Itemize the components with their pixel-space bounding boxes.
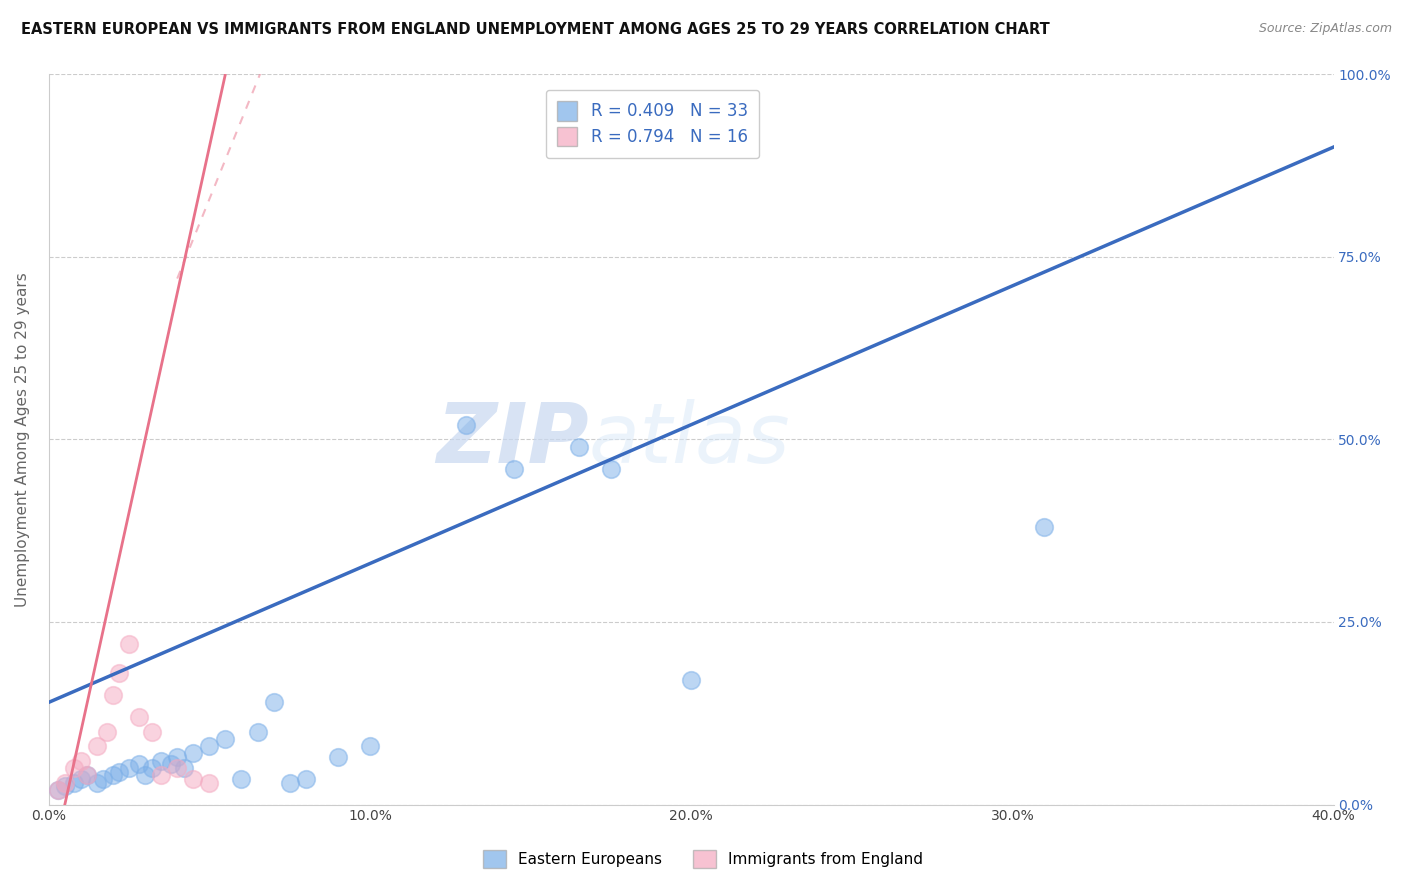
Y-axis label: Unemployment Among Ages 25 to 29 years: Unemployment Among Ages 25 to 29 years <box>15 272 30 607</box>
Point <box>108 666 131 681</box>
Point <box>53 780 76 794</box>
Point <box>599 461 621 475</box>
Point <box>456 417 478 432</box>
Point <box>359 739 381 754</box>
Point <box>70 772 93 786</box>
Point <box>181 772 204 786</box>
Point <box>231 772 253 786</box>
Point <box>1033 520 1056 534</box>
Point <box>93 772 115 786</box>
Point <box>70 754 93 768</box>
Point <box>159 757 181 772</box>
Point <box>294 772 316 786</box>
Point <box>568 440 591 454</box>
Point <box>214 731 236 746</box>
Point <box>48 783 70 797</box>
Point <box>150 754 173 768</box>
Point <box>101 768 124 782</box>
Point <box>166 750 188 764</box>
Point <box>96 724 118 739</box>
Point <box>108 764 131 779</box>
Point <box>141 724 163 739</box>
Text: atlas: atlas <box>588 399 790 480</box>
Point <box>173 761 195 775</box>
Point <box>53 775 76 789</box>
Text: ZIP: ZIP <box>436 399 588 480</box>
Point <box>128 757 150 772</box>
Legend: Eastern Europeans, Immigrants from England: Eastern Europeans, Immigrants from Engla… <box>475 843 931 875</box>
Point <box>76 768 98 782</box>
Point <box>150 768 173 782</box>
Point <box>63 775 86 789</box>
Point <box>48 783 70 797</box>
Point <box>681 673 703 688</box>
Point <box>181 747 204 761</box>
Point <box>278 775 301 789</box>
Point <box>118 637 141 651</box>
Point <box>166 761 188 775</box>
Point <box>101 688 124 702</box>
Point <box>86 775 108 789</box>
Point <box>246 724 269 739</box>
Text: EASTERN EUROPEAN VS IMMIGRANTS FROM ENGLAND UNEMPLOYMENT AMONG AGES 25 TO 29 YEA: EASTERN EUROPEAN VS IMMIGRANTS FROM ENGL… <box>21 22 1050 37</box>
Point <box>118 761 141 775</box>
Text: Source: ZipAtlas.com: Source: ZipAtlas.com <box>1258 22 1392 36</box>
Point <box>63 761 86 775</box>
Point <box>198 775 221 789</box>
Point <box>503 461 526 475</box>
Point <box>86 739 108 754</box>
Point <box>263 695 285 709</box>
Point <box>326 750 349 764</box>
Point <box>76 768 98 782</box>
Point <box>198 739 221 754</box>
Point <box>141 761 163 775</box>
Point <box>134 768 156 782</box>
Legend: R = 0.409   N = 33, R = 0.794   N = 16: R = 0.409 N = 33, R = 0.794 N = 16 <box>546 90 759 158</box>
Point <box>128 710 150 724</box>
